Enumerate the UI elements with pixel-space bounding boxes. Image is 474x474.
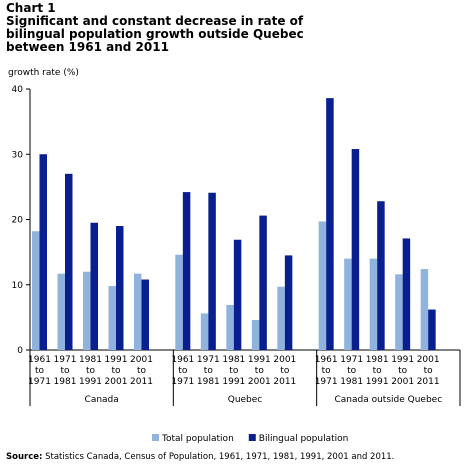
x-tick-label: 1981 to 1991 <box>222 355 245 387</box>
bar <box>134 273 142 350</box>
y-tick-label: 10 <box>12 281 24 291</box>
x-tick-label: 1981 to 1991 <box>366 355 389 387</box>
bar <box>65 173 73 350</box>
group-label: Canada outside Quebec <box>334 395 442 405</box>
source-text: Statistics Canada, Census of Population,… <box>45 452 395 462</box>
bar <box>233 239 242 350</box>
x-tick-label: 1991 to 2001 <box>105 355 128 387</box>
x-tick-label: 1991 to 2001 <box>248 355 271 387</box>
bar <box>428 309 436 350</box>
bar <box>277 286 285 350</box>
legend-swatch <box>152 434 159 441</box>
x-tick-label: 1961 to 1971 <box>171 355 194 387</box>
bar <box>226 304 234 350</box>
chart-number: Chart 1 <box>6 1 56 15</box>
bar <box>200 313 209 350</box>
source-label: Source: <box>6 452 43 462</box>
bar <box>318 221 327 350</box>
x-tick-label: 1961 to 1971 <box>28 355 51 387</box>
bar <box>57 273 65 350</box>
bar <box>108 286 116 350</box>
chart-title: Significant and constant decrease in rat… <box>6 14 304 54</box>
header: Chart 1 Significant and constant decreas… <box>6 2 366 54</box>
bar <box>83 271 91 350</box>
y-tick-label: 30 <box>12 150 24 160</box>
bar <box>326 98 334 350</box>
source: Source: Statistics Canada, Census of Pop… <box>6 452 394 462</box>
bar <box>369 258 378 350</box>
bar <box>344 258 352 350</box>
legend-label: Bilingual population <box>259 434 349 444</box>
legend-swatch <box>248 434 256 441</box>
y-tick-label: 0 <box>17 346 23 356</box>
bar <box>208 192 216 350</box>
x-tick-label: 2001 to 2011 <box>417 355 440 387</box>
legend-label: Total population <box>161 434 234 444</box>
bar <box>39 154 47 350</box>
x-tick-label: 1961 to 1971 <box>315 355 338 387</box>
y-axis-label: growth rate (%) <box>8 68 79 78</box>
x-tick-label: 1971 to 1981 <box>197 355 220 387</box>
bar <box>259 215 267 350</box>
x-tick-label: 2001 to 2011 <box>130 355 153 387</box>
bar <box>32 231 40 350</box>
bar <box>182 192 191 350</box>
bar <box>90 222 98 350</box>
x-tick-label: 1971 to 1981 <box>340 355 363 387</box>
x-tick-label: 1991 to 2001 <box>391 355 414 387</box>
bar <box>116 226 124 350</box>
x-tick-label: 1971 to 1981 <box>54 355 77 387</box>
bar <box>141 279 149 350</box>
bar <box>284 255 293 350</box>
group-label: Canada <box>85 395 119 405</box>
bar <box>175 254 183 350</box>
bar <box>420 269 429 350</box>
group-label: Quebec <box>228 395 263 405</box>
x-tick-label: 2001 to 2011 <box>273 355 296 387</box>
bar <box>377 201 385 350</box>
bar <box>402 238 411 350</box>
bar <box>351 149 360 350</box>
bar <box>251 319 260 350</box>
y-tick-label: 40 <box>12 85 24 95</box>
bar <box>395 274 403 350</box>
y-tick-label: 20 <box>12 216 24 226</box>
x-tick-label: 1981 to 1991 <box>79 355 102 387</box>
